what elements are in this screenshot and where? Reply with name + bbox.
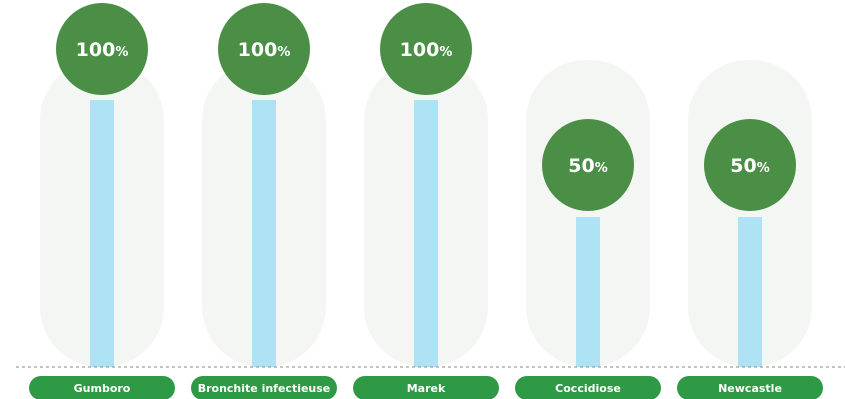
data-label-coccidiose: 50% bbox=[568, 155, 607, 177]
value-bubble-layer: 100% 100% 100%50% 50% bbox=[56, 3, 796, 211]
bar-gumboro bbox=[90, 100, 114, 367]
data-label-value: 50 bbox=[730, 155, 756, 177]
data-label-value: 100 bbox=[76, 39, 116, 61]
data-label-unit: % bbox=[439, 45, 452, 60]
bubble-marek bbox=[380, 3, 472, 95]
bar-coccidiose bbox=[576, 217, 600, 367]
bar-newcastle bbox=[738, 217, 762, 367]
category-pill-bronchite-infectieuse bbox=[191, 376, 337, 399]
data-label-bronchite-infectieuse: 100% bbox=[238, 39, 291, 61]
category-pill-newcastle bbox=[677, 376, 823, 399]
category-label-layer: Gumboro Bronchite infectieuse Marek Coccidi… bbox=[29, 376, 823, 399]
bubble-newcastle bbox=[704, 119, 796, 211]
data-label-unit: % bbox=[277, 45, 290, 60]
data-label-value: 100 bbox=[238, 39, 278, 61]
stem-layer bbox=[90, 100, 762, 367]
tick-label-newcastle: Newcastle bbox=[718, 382, 782, 395]
data-label-value: 100 bbox=[400, 39, 440, 61]
data-label-marek: 100% bbox=[400, 39, 453, 61]
tick-label-marek: Marek bbox=[407, 382, 446, 395]
data-label-gumboro: 100% bbox=[76, 39, 129, 61]
data-label-unit: % bbox=[595, 161, 608, 176]
tick-label-coccidiose: Coccidiose bbox=[555, 382, 621, 395]
tick-label-bronchite-infectieuse: Bronchite infectieuse bbox=[198, 382, 331, 395]
data-label-unit: % bbox=[757, 161, 770, 176]
data-label-value: 50 bbox=[568, 155, 594, 177]
tick-label-gumboro: Gumboro bbox=[74, 382, 131, 395]
bubble-gumboro bbox=[56, 3, 148, 95]
bubble-bronchite-infectieuse bbox=[218, 3, 310, 95]
category-pill-marek bbox=[353, 376, 499, 399]
category-pill-coccidiose bbox=[515, 376, 661, 399]
bar-bronchite-infectieuse bbox=[252, 100, 276, 367]
data-label-unit: % bbox=[115, 45, 128, 60]
data-label-newcastle: 50% bbox=[730, 155, 769, 177]
category-pill-gumboro bbox=[29, 376, 175, 399]
bubble-coccidiose bbox=[542, 119, 634, 211]
bar-marek bbox=[414, 100, 438, 367]
